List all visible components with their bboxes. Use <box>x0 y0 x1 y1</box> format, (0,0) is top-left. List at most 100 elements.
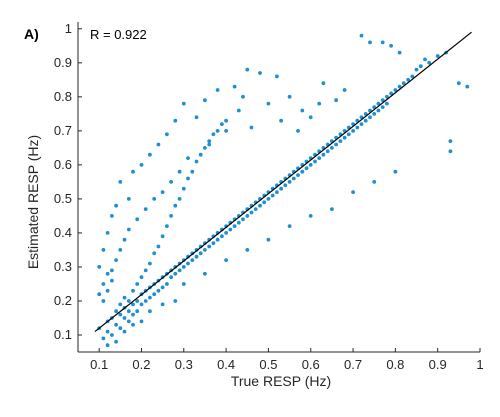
y-ticks: 0.1 0.2 0.3 0.4 0.5 0.6 0.7 0.8 0.9 1 <box>54 21 82 342</box>
scatter-point <box>203 146 207 150</box>
scatter-point <box>224 258 229 262</box>
scatter-point <box>401 81 406 86</box>
scatter-point <box>368 40 372 45</box>
scatter-point <box>169 275 174 280</box>
scatter-point <box>376 101 381 106</box>
scatter-point <box>308 115 313 120</box>
x-tick-label: 0.3 <box>175 357 193 372</box>
scatter-point <box>194 159 199 164</box>
scatter-point <box>220 122 224 126</box>
scatter-point <box>300 108 305 113</box>
scatter-point <box>372 105 377 109</box>
scatter-point <box>236 220 241 225</box>
scatter-point <box>313 159 317 164</box>
scatter-point <box>173 118 178 123</box>
scatter-point <box>232 224 237 229</box>
scatter-point <box>262 200 267 205</box>
x-tick-label: 0.6 <box>302 357 320 372</box>
scatter-point <box>194 115 199 120</box>
scatter-point <box>317 101 322 106</box>
scatter-point <box>385 94 389 99</box>
scatter-point <box>198 251 203 256</box>
x-ticks: 0.1 0.2 0.3 0.4 0.5 0.6 0.7 0.8 0.9 1 <box>90 348 484 372</box>
scatter-point <box>177 169 182 174</box>
scatter-point <box>397 50 402 55</box>
scatter-point <box>406 77 410 82</box>
scatter-point <box>321 152 326 157</box>
scatter-point <box>211 241 216 246</box>
x-tick-label: 0.8 <box>386 357 404 372</box>
scatter-point <box>190 169 195 174</box>
scatter-point <box>203 271 207 276</box>
scatter-point <box>266 101 271 106</box>
scatter-point <box>368 115 372 120</box>
scatter-point <box>363 118 368 123</box>
scatter-point <box>380 40 385 45</box>
scatter-point <box>139 319 144 324</box>
scatter-point <box>448 139 453 144</box>
x-tick-label: 0.9 <box>429 357 447 372</box>
scatter-point <box>249 210 254 215</box>
scatter-point <box>122 316 127 320</box>
scatter-point <box>148 152 152 157</box>
x-tick-label: 1 <box>476 357 483 372</box>
scatter-point <box>224 118 229 123</box>
y-tick-label: 0.1 <box>54 327 72 342</box>
scatter-point <box>118 180 123 184</box>
scatter-point <box>351 190 355 195</box>
y-tick-label: 0.7 <box>54 123 72 138</box>
correlation-annotation: R = 0.922 <box>90 27 147 42</box>
scatter-point <box>160 190 165 195</box>
scatter-point <box>165 224 169 229</box>
scatter-point <box>207 244 212 249</box>
scatter-point <box>330 146 334 150</box>
scatter-point <box>152 251 157 256</box>
scatter-point <box>203 98 207 103</box>
x-tick-label: 0.7 <box>344 357 362 372</box>
scatter-point <box>143 207 148 212</box>
scatter-point <box>173 299 178 303</box>
scatter-point <box>110 333 114 337</box>
scatter-point <box>296 173 300 178</box>
scatter-point <box>122 237 127 242</box>
scatter-point <box>245 248 250 252</box>
y-axis-title: Estimated RESP (Hz) <box>25 135 41 269</box>
scatter-point <box>101 299 106 303</box>
scatter-point <box>224 129 229 133</box>
scatter-point <box>131 169 135 174</box>
panel-label: A) <box>24 26 39 42</box>
scatter-point <box>334 98 338 103</box>
scatter-point <box>143 268 148 273</box>
scatter-point <box>279 118 283 123</box>
scatter-point <box>241 217 245 222</box>
scatter-point <box>181 265 186 269</box>
scatter-point <box>118 312 123 317</box>
scatter-point <box>118 326 123 331</box>
scatter-point <box>118 248 123 252</box>
scatter-point <box>321 81 326 86</box>
scatter-point <box>351 129 355 133</box>
scatter-point <box>126 299 131 303</box>
y-tick-label: 0.2 <box>54 293 72 308</box>
scatter-point <box>291 176 296 181</box>
scatter-point <box>160 234 165 239</box>
y-tick-label: 0.5 <box>54 191 72 206</box>
scatter-point <box>173 271 178 276</box>
scatter-point <box>287 94 292 99</box>
scatter-point <box>393 88 398 92</box>
scatter-point <box>110 214 114 218</box>
scatter-point <box>308 214 313 218</box>
scatter-point <box>190 258 195 262</box>
scatter-point <box>131 288 135 293</box>
y-tick-label: 0.3 <box>54 259 72 274</box>
scatter-point <box>135 282 140 286</box>
scatter-point <box>148 295 152 300</box>
scatter-point <box>308 163 313 167</box>
scatter-point <box>186 156 190 161</box>
scatter-point <box>122 295 127 300</box>
scatter-point <box>224 231 229 235</box>
scatter-point <box>359 122 364 126</box>
scatter-point <box>334 142 338 147</box>
scatter-point <box>211 132 216 137</box>
scatter-point <box>126 197 131 201</box>
